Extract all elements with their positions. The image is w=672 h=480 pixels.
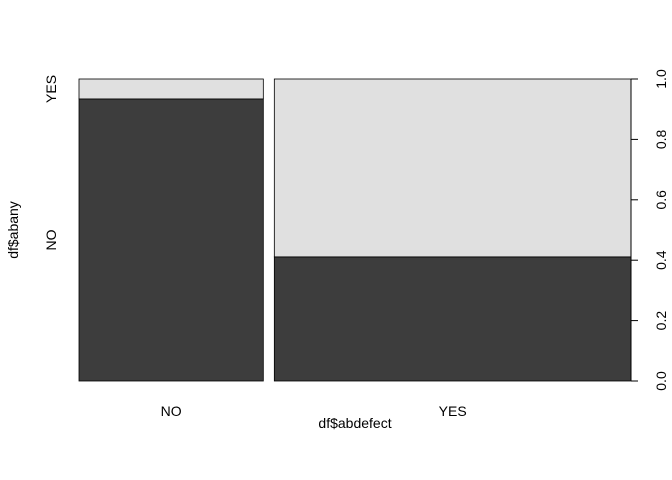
right-axis-tick-label: 0.4: [653, 250, 669, 270]
bar-segment-no-yes: [78, 78, 264, 100]
right-axis-tick-label: 1.0: [653, 69, 669, 89]
y-axis-label: df$abany: [5, 201, 21, 259]
x-tick-label: NO: [161, 403, 182, 419]
bar-segment-yes-no: [273, 256, 632, 382]
x-tick-labels: NO YES: [161, 403, 467, 419]
bars-layer: [78, 78, 632, 382]
right-y-axis: 0.0 0.2 0.4 0.6 0.8 1.0: [630, 69, 669, 391]
right-axis-tick-label: 0.6: [653, 190, 669, 210]
right-axis-tick-label: 0.0: [653, 371, 669, 391]
y-category-label: NO: [43, 229, 59, 250]
y-category-label: YES: [43, 75, 59, 103]
bar-segment-no-no: [78, 98, 264, 382]
left-y-tick-labels: NO YES: [43, 75, 59, 251]
right-axis-tick-label: 0.2: [653, 311, 669, 331]
x-tick-label: YES: [439, 403, 467, 419]
x-axis-label: df$abdefect: [318, 415, 391, 431]
bar-segment-yes-yes: [273, 78, 632, 258]
right-axis-tick-label: 0.8: [653, 129, 669, 149]
